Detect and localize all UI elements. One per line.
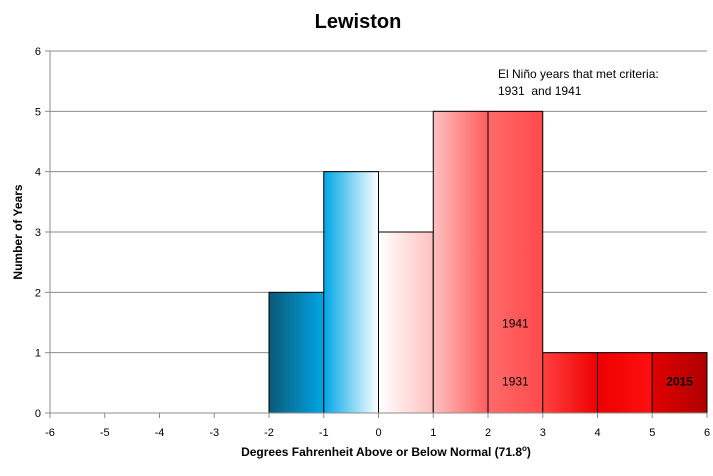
x-axis-title-end: ): [527, 445, 531, 459]
x-axis-title-main: Degrees Fahrenheit Above or Below Normal…: [241, 445, 522, 459]
y-tick-label: 4: [35, 167, 41, 179]
y-tick-label: 2: [35, 287, 41, 299]
y-tick-label: 0: [35, 408, 41, 420]
y-tick-label: 1: [35, 348, 41, 360]
x-tick-label: 2: [485, 427, 491, 439]
bar: [323, 171, 379, 414]
x-tick-label: 5: [649, 427, 655, 439]
x-tick-label: 4: [594, 427, 600, 439]
x-tick-label: 1: [430, 427, 436, 439]
x-tick-label: -4: [155, 427, 165, 439]
y-tick-label: 5: [35, 106, 41, 118]
x-tick-label: -3: [209, 427, 219, 439]
x-tick-label: -6: [45, 427, 55, 439]
bar-year-label: 2015: [666, 375, 693, 389]
annotation-line-2: 1931 and 1941: [498, 84, 582, 98]
x-tick-label: 6: [704, 427, 710, 439]
bar-labels: 1941 1931 2015: [502, 317, 693, 389]
annotation-line-1: El Niño years that met criteria:: [498, 67, 659, 81]
bar: [432, 110, 489, 414]
bar: [597, 352, 653, 414]
bar: [487, 110, 544, 414]
chart-title: Lewiston: [315, 11, 402, 33]
x-axis-title: Degrees Fahrenheit Above or Below Normal…: [241, 444, 531, 459]
bars: [268, 110, 708, 414]
y-tick-label: 3: [35, 227, 41, 239]
bar-year-label: 1931: [502, 375, 529, 389]
y-tick-label: 6: [35, 46, 41, 58]
bar: [378, 231, 434, 414]
x-axis-title-sup: o: [522, 444, 527, 453]
bar-year-label: 1941: [502, 317, 529, 331]
bar: [542, 352, 598, 414]
x-tick-label: -2: [264, 427, 274, 439]
x-tick-label: 3: [540, 427, 546, 439]
axes: 0 1 2 3 4 5 6 -6 -5 -4 -3 -2 -1 0 1 2 3 4 5 6: [35, 46, 710, 439]
bar: [268, 291, 325, 414]
x-tick-label: -5: [100, 427, 110, 439]
y-axis-title: Number of Years: [11, 184, 25, 279]
x-tick-label: -1: [319, 427, 329, 439]
x-tick-label: 0: [375, 427, 381, 439]
